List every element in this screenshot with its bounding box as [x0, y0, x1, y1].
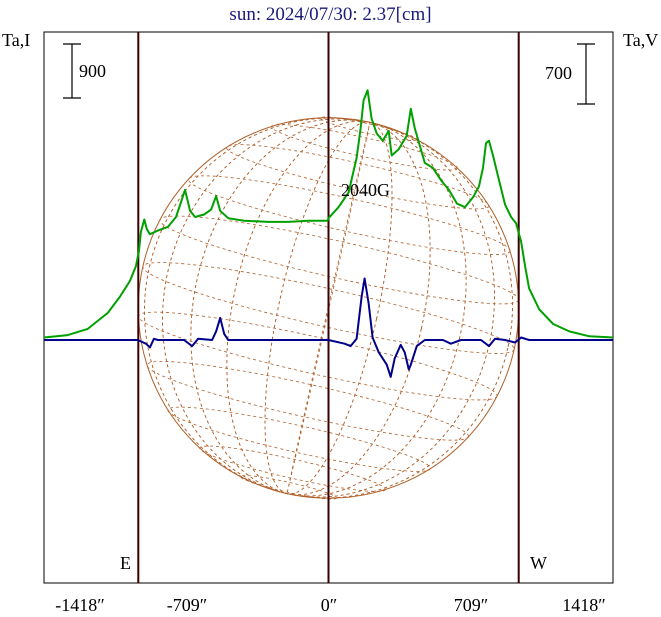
solar-latitude-line: [138, 311, 498, 401]
solar-latitude-line: [320, 116, 418, 141]
solar-longitude-line: [144, 117, 513, 499]
x-tick-label: -709″: [166, 595, 208, 615]
right-axis-label: Ta,V: [623, 30, 659, 50]
east-limb-label: E: [120, 553, 131, 573]
x-tick-label: -1418″: [55, 595, 105, 615]
solar-latitude-line: [188, 175, 511, 255]
solar-longitude-line: [162, 118, 495, 498]
field-annotation: 2040G: [341, 180, 390, 200]
left-axis-label: Ta,I: [2, 30, 31, 50]
west-limb-label: W: [530, 553, 547, 573]
solar-longitude-line: [190, 119, 467, 497]
solar-latitude-line: [271, 124, 458, 171]
solar-latitude-line: [146, 361, 469, 441]
solar-latitude-line: [226, 144, 490, 210]
solar-latitude-line: [142, 262, 515, 354]
left-scale-bar-value: 900: [79, 61, 106, 81]
right-scale-bar-value: 700: [545, 63, 572, 83]
polarization-series-line: [44, 277, 613, 378]
x-tick-label: 709″: [453, 595, 489, 615]
solar-latitude-line: [239, 475, 337, 500]
x-tick-label: 1418″: [562, 595, 606, 615]
x-tick-label: 0″: [320, 595, 338, 615]
chart-title: sun: 2024/07/30: 2.37[cm]: [229, 4, 432, 25]
solar-latitude-line: [159, 215, 519, 305]
solar-latitude-line: [199, 445, 386, 492]
intensity-series-line: [43, 89, 614, 339]
solar-latitude-line: [167, 406, 431, 472]
